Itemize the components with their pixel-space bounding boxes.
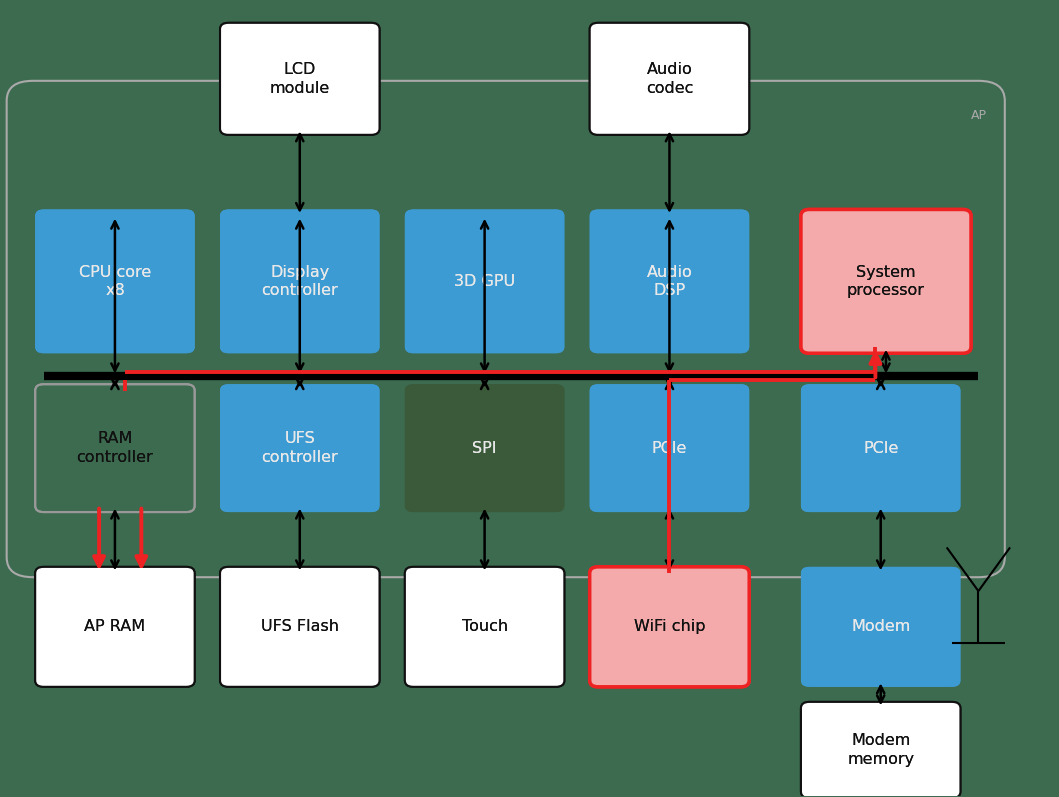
Text: Touch: Touch <box>462 619 507 634</box>
Text: RAM
controller: RAM controller <box>76 431 154 465</box>
FancyBboxPatch shape <box>801 567 961 687</box>
Text: Modem
memory: Modem memory <box>847 733 914 767</box>
FancyBboxPatch shape <box>220 210 379 353</box>
FancyBboxPatch shape <box>220 384 379 512</box>
FancyBboxPatch shape <box>590 23 749 135</box>
FancyBboxPatch shape <box>35 210 195 353</box>
Text: System
processor: System processor <box>847 265 925 298</box>
Text: 3D GPU: 3D GPU <box>454 274 515 289</box>
Text: AP: AP <box>971 108 987 122</box>
FancyBboxPatch shape <box>220 210 379 353</box>
FancyBboxPatch shape <box>405 567 564 687</box>
FancyBboxPatch shape <box>220 23 379 135</box>
Text: UFS Flash: UFS Flash <box>261 619 339 634</box>
Text: Display
controller: Display controller <box>262 265 338 298</box>
FancyBboxPatch shape <box>35 210 195 353</box>
FancyBboxPatch shape <box>801 384 961 512</box>
Text: PCIe: PCIe <box>863 441 898 456</box>
Text: Modem
memory: Modem memory <box>847 733 914 767</box>
FancyBboxPatch shape <box>590 384 749 512</box>
FancyBboxPatch shape <box>405 210 564 353</box>
FancyBboxPatch shape <box>590 210 749 353</box>
FancyBboxPatch shape <box>220 567 379 687</box>
FancyBboxPatch shape <box>220 384 379 512</box>
FancyBboxPatch shape <box>590 23 749 135</box>
Text: RAM
controller: RAM controller <box>76 431 154 465</box>
FancyBboxPatch shape <box>35 567 195 687</box>
Text: CPU core
x8: CPU core x8 <box>78 265 151 298</box>
FancyBboxPatch shape <box>801 702 961 797</box>
Text: AP RAM: AP RAM <box>85 619 145 634</box>
Text: CPU core
x8: CPU core x8 <box>78 265 151 298</box>
Text: UFS
controller: UFS controller <box>262 431 338 465</box>
Text: AP RAM: AP RAM <box>85 619 145 634</box>
Text: SPI: SPI <box>472 441 497 456</box>
Text: Modem: Modem <box>851 619 911 634</box>
Text: Modem: Modem <box>851 619 911 634</box>
FancyBboxPatch shape <box>590 567 749 687</box>
Text: UFS Flash: UFS Flash <box>261 619 339 634</box>
FancyBboxPatch shape <box>220 567 379 687</box>
Text: Audio
DSP: Audio DSP <box>647 265 693 298</box>
FancyBboxPatch shape <box>801 702 961 797</box>
FancyBboxPatch shape <box>405 567 564 687</box>
Text: WiFi chip: WiFi chip <box>633 619 705 634</box>
Text: PCIe: PCIe <box>651 441 687 456</box>
Text: LCD
module: LCD module <box>270 62 330 96</box>
FancyBboxPatch shape <box>590 210 749 353</box>
FancyBboxPatch shape <box>801 210 971 353</box>
FancyBboxPatch shape <box>590 384 749 512</box>
FancyBboxPatch shape <box>590 567 749 687</box>
FancyBboxPatch shape <box>801 567 961 687</box>
FancyBboxPatch shape <box>801 384 961 512</box>
Text: WiFi chip: WiFi chip <box>633 619 705 634</box>
FancyBboxPatch shape <box>405 210 564 353</box>
FancyBboxPatch shape <box>220 23 379 135</box>
Text: Touch: Touch <box>462 619 507 634</box>
Text: Audio
codec: Audio codec <box>646 62 694 96</box>
Text: PCIe: PCIe <box>863 441 898 456</box>
Text: SPI: SPI <box>472 441 497 456</box>
Text: Audio
DSP: Audio DSP <box>647 265 693 298</box>
FancyBboxPatch shape <box>405 384 564 512</box>
Text: PCIe: PCIe <box>651 441 687 456</box>
Text: System
processor: System processor <box>847 265 925 298</box>
Text: LCD
module: LCD module <box>270 62 330 96</box>
FancyBboxPatch shape <box>801 210 971 353</box>
FancyBboxPatch shape <box>405 384 564 512</box>
Text: UFS
controller: UFS controller <box>262 431 338 465</box>
FancyBboxPatch shape <box>35 567 195 687</box>
Text: 3D GPU: 3D GPU <box>454 274 515 289</box>
Text: Display
controller: Display controller <box>262 265 338 298</box>
Text: Audio
codec: Audio codec <box>646 62 694 96</box>
